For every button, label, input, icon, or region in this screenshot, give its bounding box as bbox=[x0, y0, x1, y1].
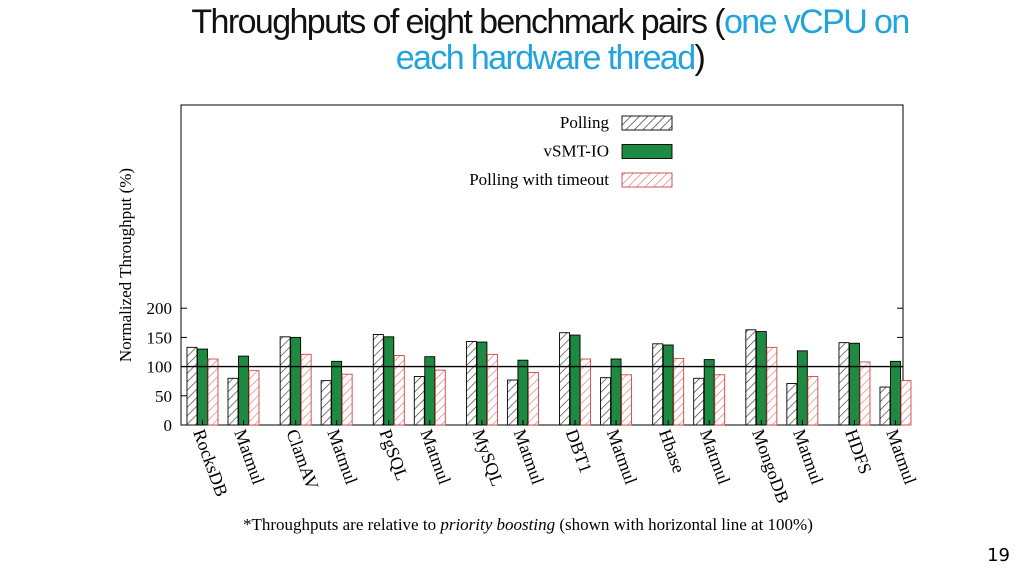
bar-polling-with-timeout bbox=[341, 373, 353, 426]
bar-polling-with-timeout bbox=[486, 353, 498, 426]
bar-polling-with-timeout bbox=[621, 374, 633, 426]
bar-polling bbox=[465, 341, 477, 426]
bar-vsmt-io bbox=[331, 360, 343, 426]
bar-vsmt-io bbox=[569, 334, 581, 426]
slide-title: Throughputs of eight benchmark pairs (on… bbox=[190, 4, 910, 76]
x-tick-label: Matmul bbox=[696, 427, 734, 487]
y-tick-label: 100 bbox=[147, 358, 173, 377]
page-number: 19 bbox=[987, 545, 1010, 566]
y-tick-label: 0 bbox=[164, 416, 173, 435]
bar-polling-with-timeout bbox=[248, 370, 260, 426]
bar-vsmt-io bbox=[197, 348, 208, 426]
bar-vsmt-io bbox=[703, 359, 715, 426]
bar-polling-with-timeout bbox=[859, 361, 871, 426]
legend-label: Polling bbox=[560, 113, 610, 132]
bar-polling bbox=[786, 383, 798, 426]
bar-polling-with-timeout bbox=[900, 380, 912, 426]
x-tick-label: Hbase bbox=[655, 427, 689, 476]
bar-polling bbox=[745, 329, 757, 426]
bar-polling bbox=[506, 379, 518, 426]
legend: Polling vSMT-IO Polling with timeout bbox=[469, 113, 673, 189]
title-suffix: ) bbox=[694, 39, 706, 77]
y-tick-label: 50 bbox=[155, 387, 172, 406]
x-tick-label: HDFS bbox=[841, 427, 876, 477]
bar-polling bbox=[600, 377, 612, 426]
bar-polling-with-timeout bbox=[766, 346, 778, 426]
bar-vsmt-io bbox=[755, 331, 767, 426]
x-tick-label: Matmul bbox=[789, 427, 827, 487]
x-tick-label: Matmul bbox=[230, 427, 268, 487]
bar-polling-with-timeout bbox=[714, 374, 726, 426]
x-tick-label: Matmul bbox=[882, 427, 920, 487]
bar-polling bbox=[879, 386, 891, 426]
legend-label: vSMT-IO bbox=[544, 142, 610, 161]
bar-polling-with-timeout bbox=[300, 353, 312, 426]
footnote-suffix: (shown with horizontal line at 100%) bbox=[555, 515, 813, 534]
legend-swatch bbox=[621, 172, 673, 188]
bar-vsmt-io bbox=[796, 350, 808, 426]
bar-polling bbox=[838, 342, 850, 426]
y-tick-label: 200 bbox=[147, 299, 173, 318]
x-tick-label: Matmul bbox=[510, 427, 548, 487]
y-axis-label: Normalized Throughput (%) bbox=[116, 168, 135, 362]
legend-swatch bbox=[621, 144, 673, 159]
title-prefix: Throughputs of eight benchmark pairs ( bbox=[191, 3, 725, 41]
bar-polling bbox=[320, 380, 332, 426]
bar-polling-with-timeout bbox=[207, 358, 219, 426]
bar-polling bbox=[372, 334, 384, 426]
x-tick-label: Matmul bbox=[417, 427, 455, 487]
bar-vsmt-io bbox=[517, 359, 529, 426]
bar-vsmt-io bbox=[476, 341, 488, 426]
bar-polling-with-timeout bbox=[673, 357, 685, 426]
bar-vsmt-io bbox=[890, 360, 901, 426]
bar-series bbox=[186, 329, 912, 426]
y-tick-label: 150 bbox=[147, 328, 173, 347]
bar-polling-with-timeout bbox=[527, 371, 539, 426]
footnote: *Throughputs are relative to priority bo… bbox=[243, 515, 813, 535]
bar-polling-with-timeout bbox=[580, 358, 592, 426]
bar-polling bbox=[413, 376, 425, 426]
x-tick-label: DBT1 bbox=[562, 427, 596, 476]
x-tick-label: MySQL bbox=[469, 427, 508, 489]
bar-vsmt-io bbox=[662, 344, 674, 426]
bar-polling bbox=[693, 377, 705, 426]
x-tick-label: MongoDB bbox=[748, 427, 793, 506]
bar-vsmt-io bbox=[290, 336, 302, 426]
bar-polling-with-timeout bbox=[434, 369, 446, 426]
x-tick-label: Matmul bbox=[603, 427, 641, 487]
bar-polling bbox=[186, 346, 198, 426]
legend-label: Polling with timeout bbox=[469, 170, 609, 189]
x-tick-label: RocksDB bbox=[189, 427, 232, 500]
plot-frame bbox=[180, 104, 904, 426]
bar-vsmt-io bbox=[383, 336, 395, 426]
bar-polling bbox=[559, 332, 571, 426]
bar-polling-with-timeout bbox=[393, 355, 405, 426]
title-highlight: one vCPU on each hardware thread bbox=[395, 3, 910, 77]
x-tick-label: ClamAV bbox=[282, 427, 322, 493]
footnote-prefix: *Throughputs are relative to bbox=[243, 515, 441, 534]
bar-vsmt-io bbox=[610, 358, 622, 426]
x-tick-label: PgSQL bbox=[376, 427, 413, 484]
bar-polling bbox=[652, 343, 664, 426]
x-tick-label: Matmul bbox=[323, 427, 361, 487]
legend-swatch bbox=[621, 115, 673, 131]
bar-polling bbox=[279, 336, 291, 426]
bar-polling-with-timeout bbox=[807, 376, 819, 426]
footnote-emphasis: priority boosting bbox=[440, 515, 556, 534]
bar-polling bbox=[227, 377, 239, 426]
bar-vsmt-io bbox=[849, 342, 860, 426]
